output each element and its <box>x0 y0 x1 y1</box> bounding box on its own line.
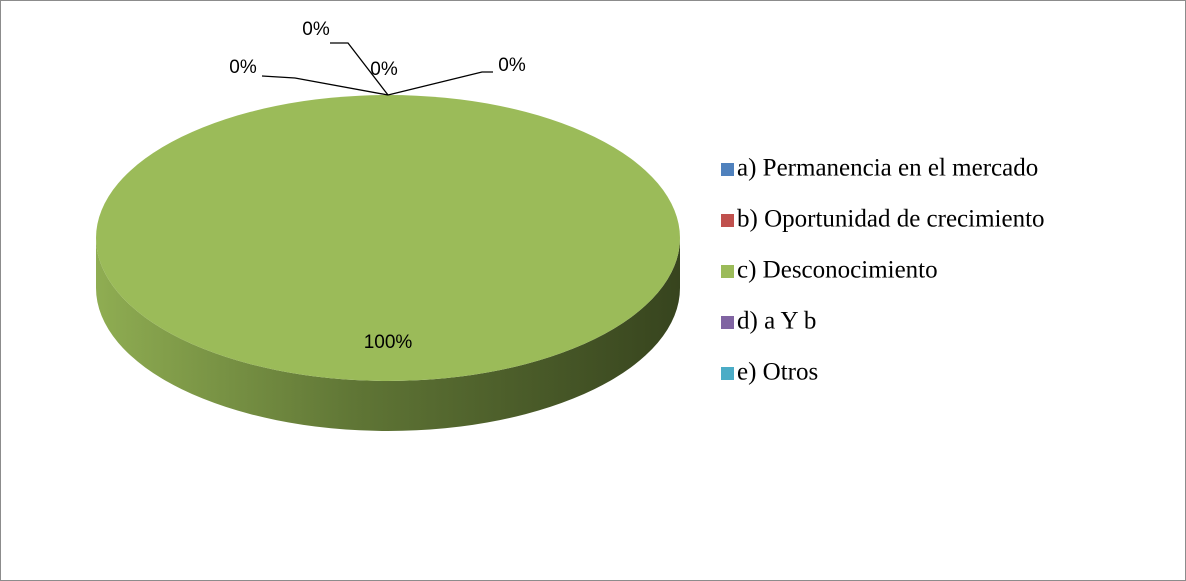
legend-label: d) a Y b <box>737 308 816 335</box>
data-label: 100% <box>364 332 413 353</box>
leader-line <box>261 75 389 96</box>
legend-swatch <box>721 163 734 176</box>
leader-line <box>387 71 493 96</box>
leader-line <box>330 42 389 96</box>
legend-swatch <box>721 265 734 278</box>
data-label: 0% <box>302 19 330 40</box>
legend-label: a) Permanencia en el mercado <box>737 155 1038 182</box>
pie-slice <box>96 95 680 381</box>
data-label: 0% <box>498 55 526 76</box>
legend-label: b) Oportunidad de crecimiento <box>737 206 1045 233</box>
data-label: 0% <box>229 57 257 78</box>
legend-label: e) Otros <box>737 359 818 386</box>
legend-label: c) Desconocimiento <box>737 257 938 284</box>
legend-swatch <box>721 367 734 380</box>
legend-swatch <box>721 316 734 329</box>
legend-swatch <box>721 214 734 227</box>
pie-slice-side <box>96 238 680 431</box>
data-label: 0% <box>370 59 398 80</box>
